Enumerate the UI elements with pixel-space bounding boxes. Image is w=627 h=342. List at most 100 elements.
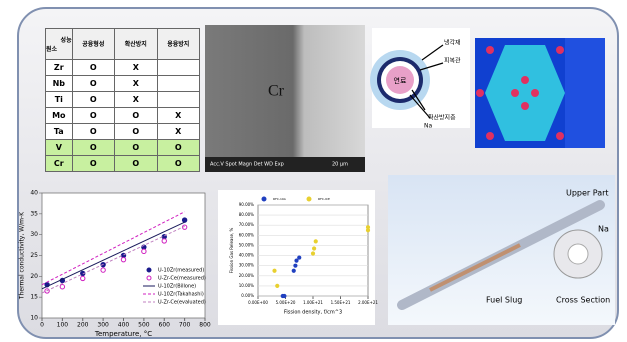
- y-tick-label: 15: [30, 294, 38, 301]
- point: [276, 284, 279, 287]
- diagram-label: 피복관: [444, 57, 461, 65]
- legend-label: U-10Zr(Billone): [158, 284, 196, 290]
- cell: O: [115, 107, 157, 123]
- point: [313, 247, 316, 250]
- legend-label: U-Zr-Ce(measured): [158, 276, 206, 282]
- row-header: V: [46, 139, 73, 155]
- cell: O: [72, 59, 114, 75]
- row-header: Cr: [46, 155, 73, 171]
- cell: O: [72, 107, 114, 123]
- point: [311, 252, 314, 255]
- sem-label: Cr: [268, 83, 285, 100]
- point: [182, 218, 186, 222]
- cell: X: [157, 107, 200, 123]
- y-tick-label: 50.00%: [239, 242, 254, 247]
- diagram-label: 확산방지층: [428, 114, 456, 122]
- cell: O: [72, 155, 114, 171]
- column-header: 용융방지: [157, 29, 200, 60]
- y-tick-label: 25: [30, 252, 38, 259]
- row-header: Zr: [46, 59, 73, 75]
- sem-scale: 20 µm: [332, 162, 348, 168]
- point: [298, 256, 301, 259]
- point: [283, 294, 286, 297]
- legend-marker: [262, 197, 266, 201]
- y-tick-label: 10: [30, 315, 38, 322]
- pin-label: Na: [598, 225, 609, 234]
- row-header: Ta: [46, 123, 73, 139]
- y-tick-label: 40.00%: [239, 253, 254, 258]
- y-tick-label: 20.00%: [239, 273, 254, 278]
- x-tick-label: 200: [77, 322, 89, 329]
- diagram-label: 냉각재: [444, 39, 461, 47]
- x-tick-label: 0: [40, 322, 44, 329]
- point: [60, 285, 64, 289]
- cell: X: [115, 75, 157, 91]
- x-axis-label: Fission density, f/cm^3: [284, 310, 342, 316]
- x-tick-label: 1.50E+21: [331, 300, 351, 305]
- x-tick-label: 700: [179, 322, 191, 329]
- row-header: Nb: [46, 75, 73, 91]
- point: [101, 268, 105, 272]
- y-tick-label: 80.00%: [239, 212, 254, 217]
- y-tick-label: 30: [30, 231, 38, 238]
- legend-label: RFC-ICE: [318, 197, 330, 201]
- cell: [157, 59, 200, 75]
- corner-top: 성능: [46, 35, 72, 44]
- cell: O: [72, 123, 114, 139]
- x-tick-label: 1.00E+21: [303, 300, 323, 305]
- x-tick-label: 600: [159, 322, 171, 329]
- point: [273, 269, 276, 272]
- legend-label: U-10Zr(Takahashi): [158, 292, 204, 298]
- legend-label: RFC-10A: [273, 197, 287, 201]
- point: [366, 226, 369, 229]
- cell: X: [115, 59, 157, 75]
- legend-marker: [147, 276, 151, 280]
- cell: O: [157, 139, 200, 155]
- corner-bottom: 원소: [46, 44, 72, 53]
- point: [294, 264, 297, 267]
- cell: O: [115, 139, 157, 155]
- sem-footer: Acc.V Spot Magn Det WD Exp: [210, 162, 284, 168]
- diagram-label: Na: [424, 123, 432, 130]
- x-tick-label: 400: [118, 322, 130, 329]
- y-tick-label: 20: [30, 273, 38, 280]
- point: [314, 240, 317, 243]
- row: ZrOX: [46, 59, 200, 75]
- y-tick-label: 90.00%: [239, 202, 254, 207]
- column-header: 공융형성: [72, 29, 114, 60]
- row-header: Ti: [46, 91, 73, 107]
- cell: [157, 91, 200, 107]
- cell: O: [157, 155, 200, 171]
- y-tick-label: 0.00%: [241, 293, 254, 298]
- column-header: 확산방지: [115, 29, 157, 60]
- y-tick-label: 35: [30, 210, 38, 217]
- sim-strip: [565, 38, 605, 148]
- x-tick-label: 500: [138, 322, 150, 329]
- y-tick-label: 60.00%: [239, 232, 254, 237]
- x-tick-label: 2.00E+21: [358, 300, 378, 305]
- x-tick-label: 5.00E+20: [276, 300, 296, 305]
- point: [295, 259, 298, 262]
- y-axis-label: Thermal conductivity, W/m-K: [19, 211, 26, 300]
- header-row: 성능원소공융형성확산방지용융방지: [46, 29, 200, 60]
- cell: O: [115, 155, 157, 171]
- cell: O: [72, 91, 114, 107]
- cell: O: [72, 139, 114, 155]
- cell: O: [115, 123, 157, 139]
- section: [568, 244, 588, 264]
- point: [162, 239, 166, 243]
- legend-marker: [147, 268, 151, 272]
- point: [81, 276, 85, 280]
- cell: X: [157, 123, 200, 139]
- pin-label: Cross Section: [556, 296, 610, 305]
- cell: [157, 75, 200, 91]
- y-tick-label: 30.00%: [239, 263, 254, 268]
- y-tick-label: 10.00%: [239, 283, 254, 288]
- cell: O: [72, 75, 114, 91]
- cell: X: [115, 91, 157, 107]
